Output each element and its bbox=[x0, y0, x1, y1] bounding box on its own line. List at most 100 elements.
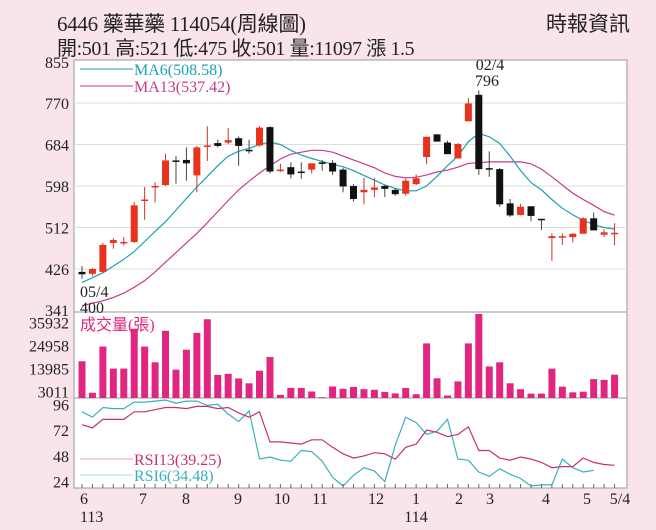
candle-body bbox=[443, 142, 451, 155]
candle-body bbox=[402, 180, 410, 194]
volume-bar bbox=[527, 393, 535, 398]
volume-bar bbox=[193, 332, 201, 398]
volume-bar bbox=[590, 379, 598, 398]
x-month-label: 1 bbox=[412, 491, 420, 508]
volume-bar bbox=[391, 393, 399, 398]
volume-bar bbox=[433, 378, 441, 398]
candle-body bbox=[579, 218, 587, 234]
candle-body bbox=[182, 159, 190, 164]
volume-bar bbox=[266, 357, 274, 398]
x-month-label: 4 bbox=[542, 491, 550, 508]
candle-body bbox=[224, 140, 232, 143]
candle-body bbox=[203, 145, 211, 147]
high-value-annotation: 796 bbox=[475, 73, 499, 90]
volume-bar bbox=[224, 373, 232, 398]
volume-bar bbox=[339, 388, 347, 398]
candle-body bbox=[475, 94, 483, 170]
candle-body bbox=[308, 163, 316, 170]
volume-bar bbox=[423, 343, 431, 398]
volume-bar bbox=[464, 343, 472, 398]
candle-body bbox=[381, 186, 389, 189]
candle-body bbox=[548, 236, 556, 239]
price-tick-label: 426 bbox=[45, 262, 69, 279]
candle-body bbox=[423, 136, 431, 158]
rsi-tick-label: 48 bbox=[53, 449, 69, 466]
candle-body bbox=[412, 178, 420, 185]
candle-body bbox=[297, 171, 305, 174]
x-month-label: 5 bbox=[583, 491, 591, 508]
candle-body bbox=[318, 162, 326, 164]
candle-body bbox=[600, 232, 608, 235]
source-label: 時報資訊 bbox=[546, 12, 630, 36]
price-tick-label: 684 bbox=[45, 138, 69, 155]
candle-body bbox=[558, 236, 566, 238]
candle-body bbox=[391, 189, 399, 195]
volume-bar bbox=[297, 387, 305, 398]
ohlc-summary: 開:501 高:521 低:475 收:501 量:11097 漲 1.5 bbox=[57, 38, 415, 60]
candle-body bbox=[193, 147, 201, 176]
candle-body bbox=[151, 186, 159, 188]
volume-bar bbox=[130, 328, 138, 398]
x-year-label: 113 bbox=[80, 509, 103, 526]
volume-bar bbox=[370, 389, 378, 398]
volume-bar bbox=[287, 387, 295, 398]
volume-bar bbox=[611, 374, 619, 398]
candle-body bbox=[350, 186, 357, 200]
candle-body bbox=[590, 218, 598, 231]
volume-bar bbox=[381, 391, 389, 398]
volume-bar bbox=[579, 391, 587, 398]
volume-bar bbox=[308, 391, 316, 398]
x-month-label: 9 bbox=[234, 491, 242, 508]
volume-bar bbox=[172, 369, 180, 398]
candle-body bbox=[109, 240, 117, 243]
low-value-annotation: 400 bbox=[80, 300, 104, 317]
candle-body bbox=[162, 160, 170, 186]
price-tick-label: 341 bbox=[45, 303, 69, 320]
chart-title: 6446 藥華藥 114054(周線圖) bbox=[57, 12, 306, 36]
volume-bar bbox=[214, 374, 222, 398]
candle-body bbox=[464, 103, 472, 122]
price-tick-label: 770 bbox=[45, 96, 69, 113]
volume-bar bbox=[517, 389, 525, 398]
candle-body bbox=[245, 149, 253, 152]
x-month-label: 10 bbox=[274, 491, 290, 508]
rsi-tick-label: 72 bbox=[53, 423, 69, 440]
volume-bar bbox=[350, 386, 357, 398]
ma13-legend: MA13(537.42) bbox=[134, 79, 230, 96]
volume-bar bbox=[256, 370, 264, 398]
candle-body bbox=[537, 218, 545, 221]
volume-bar bbox=[485, 366, 493, 398]
volume-bar bbox=[548, 368, 556, 398]
volume-bar bbox=[78, 361, 86, 398]
price-tick-label: 855 bbox=[45, 55, 69, 72]
x-month-label: 3 bbox=[486, 491, 494, 508]
volume-bar bbox=[443, 395, 451, 398]
x-year-label: 114 bbox=[404, 509, 427, 526]
volume-bar bbox=[88, 392, 96, 398]
candle-body bbox=[329, 162, 337, 172]
volume-bar bbox=[203, 319, 211, 398]
candle-body bbox=[214, 143, 222, 146]
volume-bar bbox=[235, 378, 243, 398]
candle-body bbox=[266, 127, 274, 172]
volume-bar bbox=[245, 383, 253, 398]
candle-body bbox=[141, 199, 149, 202]
rsi6-legend: RSI6(34.48) bbox=[134, 468, 214, 485]
ma13-line bbox=[81, 149, 615, 307]
candle-body bbox=[130, 205, 138, 242]
price-tick-label: 598 bbox=[45, 179, 69, 196]
volume-bar bbox=[454, 381, 462, 398]
candle-body bbox=[496, 169, 504, 205]
volume-tick-label: 3011 bbox=[38, 385, 69, 402]
volume-bar bbox=[506, 383, 514, 398]
volume-bar bbox=[537, 393, 545, 398]
candle-body bbox=[276, 169, 284, 172]
volume-bar bbox=[412, 394, 420, 398]
x-month-label: 11 bbox=[312, 491, 327, 508]
volume-bar bbox=[318, 397, 326, 398]
volume-bar bbox=[120, 368, 128, 398]
volume-tick-label: 24958 bbox=[29, 339, 69, 356]
candle-body bbox=[88, 268, 96, 274]
volume-bar bbox=[402, 387, 410, 398]
